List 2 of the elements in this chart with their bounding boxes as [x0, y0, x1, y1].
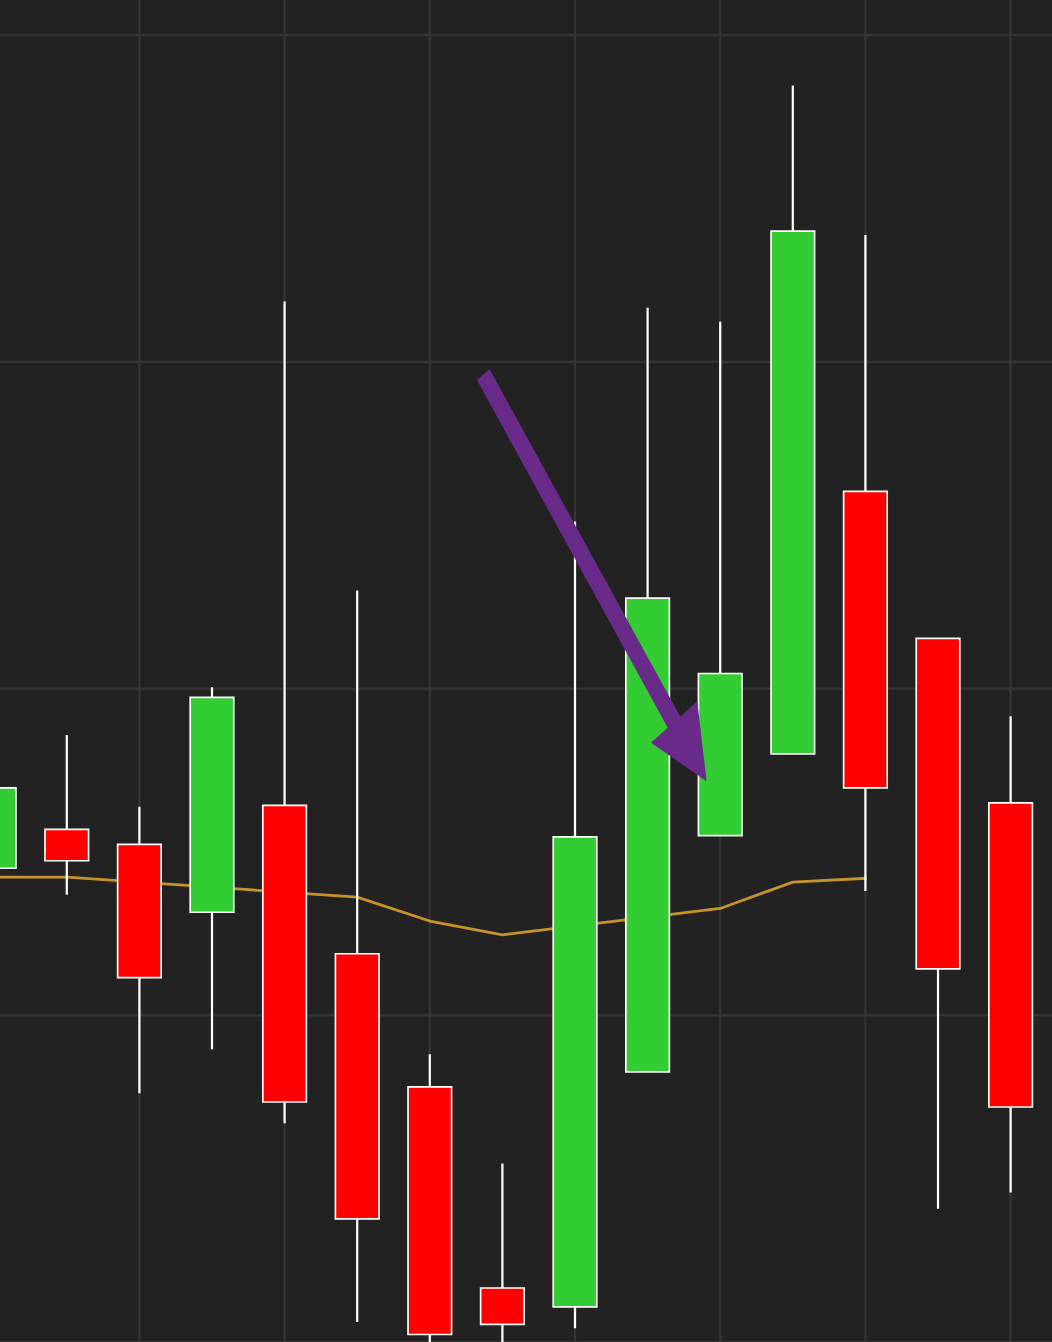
candlestick — [44, 733, 90, 896]
candlestick — [479, 1162, 526, 1342]
